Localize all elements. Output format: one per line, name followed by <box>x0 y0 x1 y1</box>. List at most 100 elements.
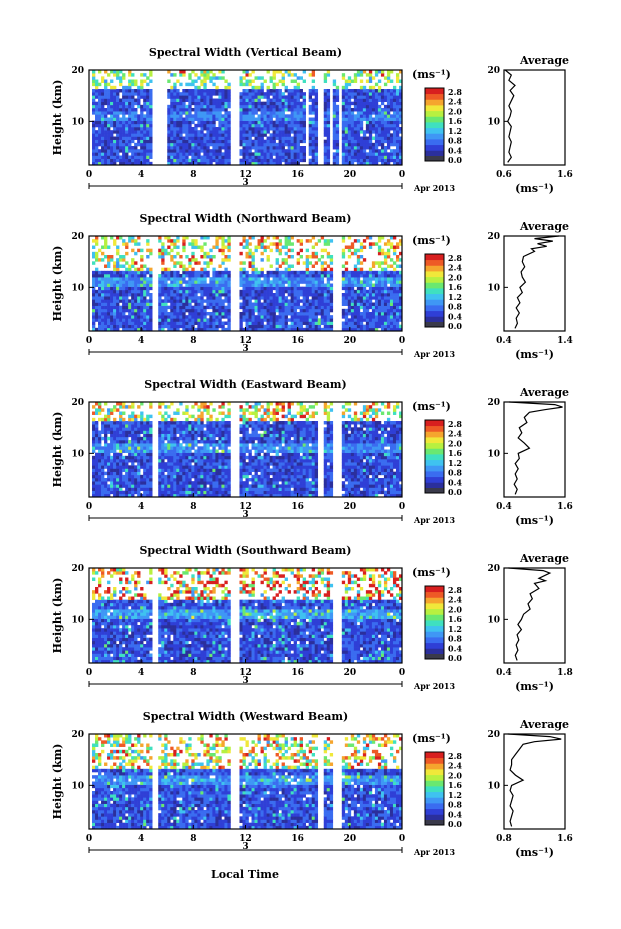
heatmap-cell <box>326 139 331 144</box>
heatmap-cell <box>224 146 228 150</box>
heatmap-cell <box>275 123 279 128</box>
heatmap-cell <box>122 123 126 128</box>
heatmap-cell <box>344 245 349 249</box>
heatmap-cell <box>392 321 397 325</box>
heatmap-cell <box>101 270 105 275</box>
heatmap-cell <box>347 149 352 153</box>
heatmap-cell <box>239 261 243 265</box>
heatmap-cell <box>158 293 162 297</box>
heatmap-cell <box>128 315 132 319</box>
heatmap-cell <box>317 258 322 262</box>
heatmap-cell <box>203 92 207 96</box>
heatmap-cell <box>206 158 210 163</box>
heatmap-cell <box>239 305 243 310</box>
heatmap-cell <box>122 104 126 109</box>
heatmap-cell <box>314 117 319 121</box>
heatmap-cell <box>350 289 355 294</box>
heatmap-cell <box>131 261 135 265</box>
heatmap-cell <box>104 487 108 491</box>
heatmap-cell <box>101 98 105 102</box>
heatmap-cell <box>131 411 135 415</box>
heatmap-cell <box>389 270 394 275</box>
heatmap-cell <box>290 255 294 259</box>
heatmap-cell <box>134 427 138 431</box>
heatmap-cell <box>293 277 297 281</box>
heatmap-cell <box>359 127 364 131</box>
heatmap-cell <box>359 152 364 156</box>
heatmap-cell <box>278 270 282 275</box>
heatmap-cell <box>254 136 258 140</box>
heatmap-cell <box>398 315 403 319</box>
colorbar-tick-label: 0.4 <box>448 145 462 155</box>
heatmap-cell <box>95 430 99 434</box>
heatmap-cell <box>137 155 141 159</box>
heatmap-cell <box>341 274 346 278</box>
heatmap-cell <box>377 111 382 115</box>
heatmap-cell <box>92 293 96 297</box>
heatmap-cell <box>245 117 249 121</box>
heatmap-cell <box>176 127 180 131</box>
heatmap-cell <box>377 133 382 137</box>
heatmap-cell <box>113 92 117 96</box>
heatmap-cell <box>128 490 132 495</box>
heatmap-cell <box>194 136 198 140</box>
heatmap-cell <box>287 277 291 281</box>
heatmap-cell <box>194 270 198 275</box>
heatmap-cell <box>296 239 300 243</box>
heatmap-cell <box>167 149 171 153</box>
heatmap-cell <box>395 293 400 297</box>
heatmap-cell <box>392 318 397 322</box>
heatmap-cell <box>206 305 210 310</box>
heatmap-cell <box>374 123 379 128</box>
heatmap-cell <box>335 146 340 150</box>
heatmap-cell <box>377 136 382 140</box>
heatmap-cell <box>335 117 340 121</box>
heatmap-cell <box>368 236 373 240</box>
heatmap-cell <box>347 117 352 121</box>
heatmap-cell <box>173 274 177 278</box>
heatmap-cell <box>92 111 96 115</box>
heatmap-cell <box>191 255 195 259</box>
heatmap-cell <box>164 267 168 272</box>
heatmap-cell <box>92 120 96 125</box>
heatmap-cell <box>107 108 111 112</box>
panel-title: Spectral Width (Eastward Beam) <box>144 378 346 391</box>
heatmap-cell <box>170 293 174 297</box>
heatmap-cell <box>335 161 340 166</box>
heatmap-cell <box>383 152 388 156</box>
heatmap-cell <box>323 318 328 322</box>
heatmap-cell <box>245 270 249 275</box>
heatmap-cell <box>179 315 183 319</box>
heatmap-cell <box>116 130 120 134</box>
heatmap-cell <box>197 280 201 284</box>
heatmap-cell <box>104 305 108 310</box>
heatmap-cell <box>95 315 99 319</box>
heatmap-cell <box>203 139 207 144</box>
heatmap-cell <box>194 139 198 144</box>
heatmap-cell <box>134 130 138 134</box>
heatmap-cell <box>377 70 382 74</box>
heatmap-cell <box>116 283 120 287</box>
heatmap-cell <box>284 158 288 163</box>
heatmap-cell <box>383 114 388 118</box>
heatmap-cell <box>362 286 367 291</box>
heatmap-cell <box>131 315 135 319</box>
heatmap-cell <box>347 104 352 109</box>
heatmap-cell <box>293 123 297 128</box>
heatmap-cell <box>302 296 306 300</box>
heatmap-cell <box>281 296 285 300</box>
heatmap-cell <box>395 161 400 166</box>
heatmap-cell <box>311 318 316 322</box>
heatmap-cell <box>311 127 316 131</box>
heatmap-cell <box>383 123 388 128</box>
heatmap-cell <box>341 251 346 256</box>
heatmap-cell <box>194 114 198 118</box>
heatmap-cell <box>167 117 171 121</box>
heatmap-cell <box>248 274 252 278</box>
heatmap-cell <box>101 251 105 256</box>
heatmap-cell <box>131 248 135 253</box>
heatmap-cell <box>176 312 180 316</box>
heatmap-cell <box>257 123 261 128</box>
heatmap-cell <box>398 146 403 150</box>
heatmap-cell <box>149 293 153 297</box>
